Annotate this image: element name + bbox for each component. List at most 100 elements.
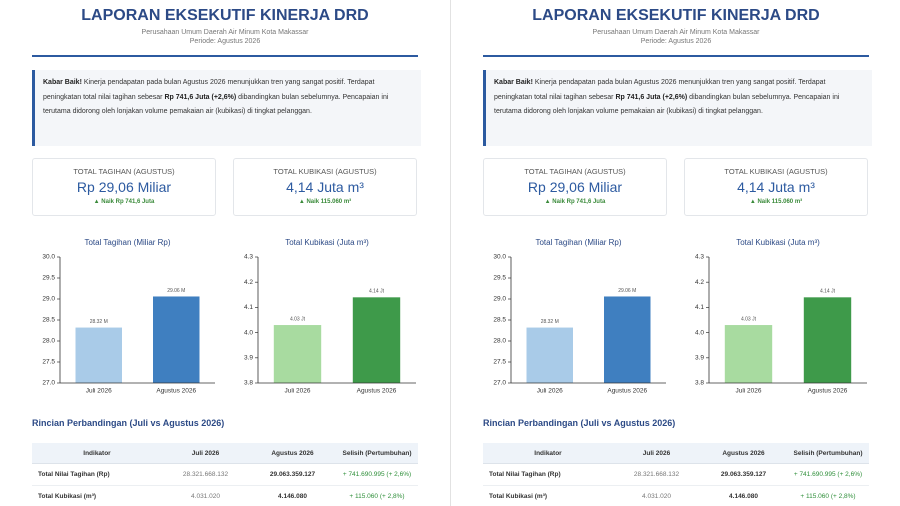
x-tick-label: Agustus 2026	[357, 388, 397, 395]
x-tick-label: Agustus 2026	[156, 388, 196, 395]
y-tick-label: 3.9	[244, 355, 253, 362]
report-period: Periode: Agustus 2026	[640, 38, 712, 45]
table-header: Indikator Juli 2026 Agustus 2026 Selisih…	[32, 443, 418, 464]
y-tick-label: 4.3	[695, 254, 704, 261]
value-label: 4.03 Jt	[290, 316, 306, 322]
column-header: Juli 2026	[162, 443, 249, 464]
kpi-value: Rp 29,06 Miliar	[527, 179, 623, 195]
report-title: LAPORAN EKSEKUTIF KINERJA DRD	[81, 7, 369, 24]
report-subtitle: Perusahaan Umum Daerah Air Minum Kota Ma…	[141, 29, 309, 36]
y-tick-label: 4.0	[244, 329, 253, 336]
value-label: 4.14 Jt	[369, 289, 385, 295]
x-tick-label: Juli 2026	[284, 388, 310, 395]
column-header: Indikator	[32, 443, 162, 464]
y-tick-label: 4.0	[695, 329, 704, 336]
table-row: Total Nilai Tagihan (Rp) 28.321.668.132 …	[32, 463, 418, 486]
report-panel: LAPORAN EKSEKUTIF KINERJA DRD Perusahaan…	[450, 0, 900, 506]
comparison-table: Indikator Juli 2026 Agustus 2026 Selisih…	[483, 443, 869, 506]
y-tick-label: 29.5	[42, 275, 55, 282]
table-row: Total Kubikasi (m³) 4.031.020 4.146.080 …	[483, 485, 869, 506]
y-tick-label: 28.5	[493, 317, 506, 324]
cell: + 741.690.995 (+ 2,6%)	[787, 463, 869, 486]
column-header: Agustus 2026	[249, 443, 336, 464]
value-label: 28.32 M	[90, 319, 108, 325]
cell: 28.321.668.132	[613, 463, 700, 486]
x-tick-label: Juli 2026	[86, 388, 112, 395]
report-panel: LAPORAN EKSEKUTIF KINERJA DRD Perusahaan…	[32, 7, 421, 506]
cell: 4.031.020	[162, 485, 249, 506]
chart-title: Total Tagihan (Miliar Rp)	[84, 238, 170, 247]
y-tick-label: 29.0	[493, 296, 506, 303]
table-title: Rincian Perbandingan (Juli vs Agustus 20…	[483, 418, 676, 428]
value-label: 29.06 M	[618, 288, 636, 294]
kpi-change: ▲ Naik 115.060 m³	[749, 199, 803, 205]
cell: 28.321.668.132	[162, 463, 249, 486]
x-tick-label: Agustus 2026	[607, 388, 647, 395]
column-header: Indikator	[483, 443, 613, 464]
summary-text: dibandingkan bulan sebelumnya. Pencapaia…	[43, 93, 389, 116]
bar	[803, 297, 852, 383]
bar	[75, 327, 122, 383]
column-header: Juli 2026	[613, 443, 700, 464]
y-tick-label: 3.9	[695, 355, 704, 362]
y-tick-label: 30.0	[493, 254, 506, 261]
y-tick-label: 4.2	[244, 279, 253, 286]
cell: Total Nilai Tagihan (Rp)	[32, 463, 162, 486]
y-tick-label: 4.3	[244, 254, 253, 261]
y-tick-label: 27.5	[493, 359, 506, 366]
cell: Total Kubikasi (m³)	[483, 485, 613, 506]
cell: 4.031.020	[613, 485, 700, 506]
y-tick-label: 4.1	[695, 304, 704, 311]
kpi-label: TOTAL KUBIKASI (AGUSTUS)	[724, 167, 828, 176]
comparison-table: Indikator Juli 2026 Agustus 2026 Selisih…	[32, 443, 418, 506]
kpi-card: TOTAL TAGIHAN (AGUSTUS) Rp 29,06 Miliar …	[483, 158, 667, 216]
chart-title: Total Tagihan (Miliar Rp)	[535, 238, 621, 247]
y-tick-label: 3.8	[244, 380, 253, 387]
column-header: Selisih (Pertumbuhan)	[336, 443, 418, 464]
y-tick-label: 29.0	[42, 296, 55, 303]
summary-text: dibandingkan bulan sebelumnya. Pencapaia…	[494, 93, 840, 116]
kpi-value: 4,14 Juta m³	[286, 179, 364, 195]
bar	[352, 297, 401, 383]
charts: Total Tagihan (Miliar Rp) 27.0 27.5 28.0 28.…	[493, 238, 867, 395]
y-tick-label: 28.0	[493, 338, 506, 345]
value-label: 29.06 M	[167, 288, 185, 294]
summary-box: Kabar Baik! Kinerja pendapatan pada bula…	[32, 70, 421, 146]
summary-lead: Kabar Baik!	[43, 79, 82, 86]
chart-title: Total Kubikasi (Juta m³)	[736, 238, 820, 247]
value-label: 4.14 Jt	[820, 289, 836, 295]
chart-title: Total Kubikasi (Juta m³)	[285, 238, 369, 247]
table-header: Indikator Juli 2026 Agustus 2026 Selisih…	[483, 443, 869, 464]
summary-highlight: Rp 741,6 Juta (+2,6%)	[164, 93, 237, 101]
x-tick-label: Juli 2026	[537, 388, 563, 395]
kpi-card: TOTAL KUBIKASI (AGUSTUS) 4,14 Juta m³ ▲ …	[233, 158, 417, 216]
kpi-change: ▲ Naik 115.060 m³	[298, 199, 352, 205]
report-title: LAPORAN EKSEKUTIF KINERJA DRD	[532, 7, 820, 24]
cell: + 741.690.995 (+ 2,6%)	[336, 463, 418, 486]
kpi-label: TOTAL KUBIKASI (AGUSTUS)	[273, 167, 377, 176]
y-tick-label: 27.5	[42, 359, 55, 366]
y-tick-label: 28.0	[42, 338, 55, 345]
cell: Total Kubikasi (m³)	[32, 485, 162, 506]
kpi-value: Rp 29,06 Miliar	[76, 179, 172, 195]
table-row: Total Kubikasi (m³) 4.031.020 4.146.080 …	[32, 485, 418, 506]
bar	[273, 325, 322, 383]
y-tick-label: 4.2	[695, 279, 704, 286]
kpi-label: TOTAL TAGIHAN (AGUSTUS)	[73, 167, 175, 176]
kpi-change: ▲ Naik Rp 741,6 Juta	[544, 199, 606, 205]
report-period: Periode: Agustus 2026	[189, 38, 261, 45]
y-tick-label: 4.1	[244, 304, 253, 311]
summary-text: Kinerja pendapatan pada bulan Agustus 20…	[43, 79, 375, 101]
value-label: 4.03 Jt	[741, 316, 757, 322]
table-title: Rincian Perbandingan (Juli vs Agustus 20…	[32, 418, 225, 428]
cell: 4.146.080	[700, 485, 787, 506]
y-tick-label: 28.5	[42, 317, 55, 324]
bar	[604, 296, 651, 383]
cell: 4.146.080	[249, 485, 336, 506]
cell: Total Nilai Tagihan (Rp)	[483, 463, 613, 486]
y-tick-label: 29.5	[493, 275, 506, 282]
summary-box: Kabar Baik! Kinerja pendapatan pada bula…	[483, 70, 872, 146]
summary-text: Kinerja pendapatan pada bulan Agustus 20…	[494, 79, 826, 101]
kpi-label: TOTAL TAGIHAN (AGUSTUS)	[524, 167, 626, 176]
